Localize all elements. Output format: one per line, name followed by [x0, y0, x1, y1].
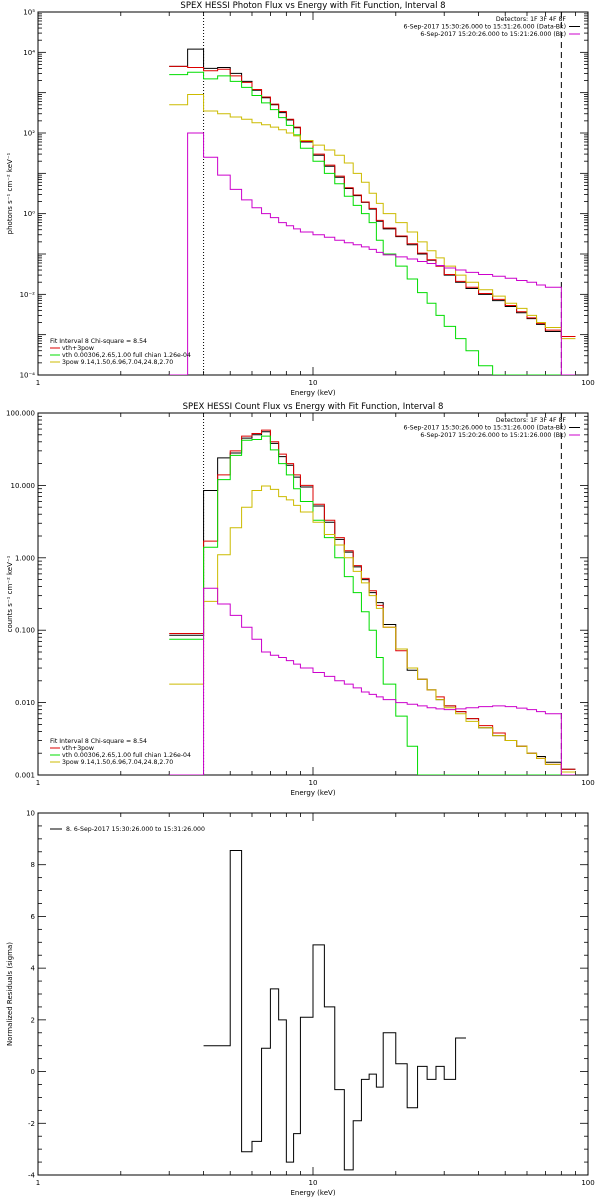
series-line-3pow [169, 485, 576, 773]
y-tick-label: 10⁻² [20, 291, 36, 299]
y-tick-label: 10.000 [11, 482, 36, 490]
y-tick-label: 0 [31, 1068, 35, 1076]
y-tick-label: 6 [31, 913, 36, 921]
x-tick-label: 1 [36, 1179, 40, 1187]
y-tick-label: 10⁵ [23, 9, 35, 17]
y-tick-label: 0.100 [15, 627, 35, 635]
y-axis-label: photons s⁻¹ cm⁻² keV⁻¹ [6, 152, 14, 234]
x-tick-label: 10 [309, 379, 318, 387]
series-line-bk [169, 132, 576, 375]
x-tick-label: 100 [581, 379, 594, 387]
series-line-3pow [169, 94, 576, 340]
y-tick-label: 2 [31, 1016, 35, 1024]
x-axis-label: Energy (keV) [290, 1189, 335, 1197]
y-tick-label: 10⁻⁴ [20, 372, 36, 380]
x-tick-label: 1 [36, 779, 40, 787]
chart-title: SPEX HESSI Count Flux vs Energy with Fit… [183, 402, 444, 412]
header-line: 6-Sep-2017 15:30:26.000 to 15:31:26.000 … [404, 425, 566, 432]
x-tick-label: 100 [581, 779, 594, 787]
header-line: Detectors: 1F 3F 4F 8F [496, 16, 567, 23]
x-tick-label: 100 [581, 1179, 594, 1187]
y-axis-label: counts s⁻¹ cm⁻² keV⁻¹ [6, 555, 14, 632]
fit-legend-line: Fit Interval 8 Chi-square = 8.54 [50, 738, 147, 745]
header-line: 6-Sep-2017 15:30:26.000 to 15:31:26.000 … [404, 24, 566, 31]
fit-legend-line: 3pow 9.14,1.50,6.96,7.04,24.8,2.70 [62, 359, 173, 366]
chart-panel-2: 1 10 100 0.001 0.010 0.100 1.000 10.000 100.000 E… [6, 402, 595, 797]
y-tick-label: -2 [28, 1120, 35, 1128]
fit-legend-line: 3pow 9.14,1.50,6.96,7.04,24.8,2.70 [62, 759, 173, 766]
fit-legend-line: vth 0.00306,2.65,1.00 full chian 1.26e-0… [62, 752, 191, 759]
y-tick-label: 4 [31, 965, 36, 973]
y-axis-label: Normalized Residuals (sigma) [6, 942, 14, 1046]
y-tick-label: 1.000 [15, 554, 35, 562]
y-tick-label: 8 [31, 861, 35, 869]
header-line: 6-Sep-2017 15:20:26.000 to 15:21:26.000 … [420, 31, 566, 38]
fit-legend-line: vth+3pow [62, 745, 94, 752]
y-tick-label: -4 [28, 1172, 36, 1180]
y-tick-label: 100.000 [6, 410, 35, 418]
series-line-model [169, 65, 576, 338]
y-tick-label: 10 [26, 810, 35, 818]
fit-legend-line: vth 0.00306,2.65,1.00 full chian 1.26e-0… [62, 352, 191, 359]
residual-legend-label: 8. 6-Sep-2017 15:30:26.000 to 15:31:26.0… [66, 826, 205, 833]
header-line: 6-Sep-2017 15:20:26.000 to 15:21:26.000 … [420, 432, 566, 439]
x-axis-label: Energy (keV) [290, 389, 335, 397]
chart-panel-3: 1 10 100 -4 -2 0 2 4 6 8 10 Energy (keV) Normalized … [6, 810, 595, 1198]
y-tick-label: 10⁰ [23, 210, 35, 218]
fit-legend-line: Fit Interval 8 Chi-square = 8.54 [50, 338, 147, 345]
x-axis-label: Energy (keV) [290, 789, 335, 797]
chart-title: SPEX HESSI Photon Flux vs Energy with Fi… [180, 1, 445, 11]
chart-panel-1: 1 10 100 10⁻⁴ 10⁻² 10⁰ 10² 10⁴ 10⁵ Energy (keV) ph… [6, 1, 595, 397]
y-tick-label: 10⁴ [23, 49, 35, 57]
x-tick-label: 1 [36, 379, 40, 387]
header-line: Detectors: 1F 3F 4F 8F [496, 417, 567, 424]
series-line-bk [169, 587, 576, 775]
y-tick-label: 0.001 [15, 772, 35, 780]
x-tick-label: 10 [309, 1179, 318, 1187]
y-tick-label: 10² [23, 130, 35, 138]
x-tick-label: 10 [309, 779, 318, 787]
fit-legend-line: vth+3pow [62, 345, 94, 352]
series-line-vth [169, 71, 576, 375]
series-line-vth [169, 435, 576, 775]
series-line-residuals [203, 849, 466, 1171]
y-tick-label: 0.010 [15, 699, 35, 707]
